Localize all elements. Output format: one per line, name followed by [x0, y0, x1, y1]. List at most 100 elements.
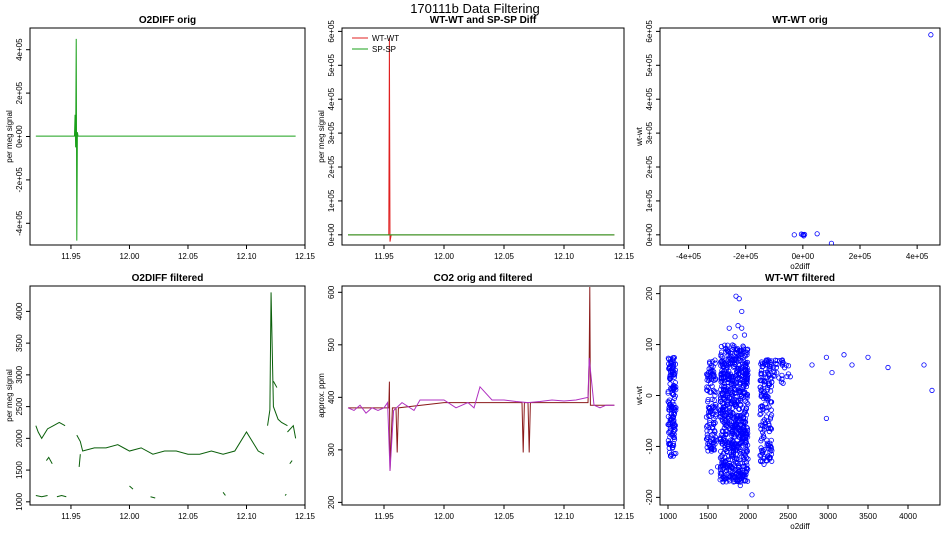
scatter-point [670, 364, 676, 370]
scatter-point [667, 442, 674, 448]
scatter-point [773, 360, 779, 367]
scatter-point [823, 415, 830, 422]
scatter-point [728, 429, 734, 435]
scatter-point [749, 492, 755, 498]
scatter-point [865, 354, 871, 360]
scatter-point [758, 368, 765, 374]
scatter-point [671, 450, 677, 457]
scatter-point [779, 376, 785, 382]
x-tick-label: 12.05 [494, 252, 515, 261]
scatter-point [739, 405, 746, 411]
scatter-point [711, 436, 717, 442]
scatter-point [736, 296, 742, 302]
scatter-point [722, 443, 728, 449]
scatter-point [734, 369, 740, 375]
scatter-point [735, 417, 741, 423]
scatter-point [711, 421, 717, 428]
scatter-point [841, 352, 847, 358]
scatter-point [737, 473, 743, 479]
series-line [78, 454, 81, 467]
scatter-point [725, 413, 732, 420]
y-tick-label: 2500 [15, 397, 24, 415]
scatter-point [720, 479, 726, 485]
scatter-point [665, 421, 672, 427]
x-axis-label: o2diff [790, 522, 810, 531]
scatter-point [719, 416, 725, 422]
scatter-point [728, 453, 735, 459]
scatter-point [770, 372, 777, 378]
y-tick-label: 6e+05 [645, 20, 654, 43]
y-axis-label: approx. ppm [317, 373, 326, 418]
series-line [347, 357, 615, 471]
scatter-point [734, 477, 740, 483]
scatter-point [757, 411, 763, 418]
scatter-point [885, 364, 891, 371]
scatter-point [710, 447, 717, 453]
scatter-point [743, 455, 750, 461]
scatter-point [763, 408, 769, 414]
scatter-point [709, 383, 715, 389]
scatter-point [727, 353, 734, 359]
plot-frame [341, 285, 625, 506]
legend-entry: WT-WT [372, 34, 399, 43]
scatter-point [929, 387, 935, 394]
scatter-point [770, 364, 777, 370]
scatter-point [739, 393, 745, 399]
scatter-point [849, 362, 855, 368]
series-line [76, 431, 265, 455]
scatter-point [673, 450, 679, 457]
scatter-point [704, 387, 711, 394]
plot-area [791, 32, 934, 245]
scatter-point [668, 453, 674, 459]
scatter-point [667, 368, 674, 374]
scatter-point [780, 361, 786, 367]
scatter-point [823, 354, 830, 360]
scatter-point [765, 394, 771, 400]
scatter-point [741, 429, 747, 435]
scatter-point [732, 441, 738, 447]
scatter-point [671, 411, 677, 418]
y-tick-label: 600 [327, 285, 336, 299]
scatter-point [734, 397, 740, 403]
scatter-point [725, 402, 731, 408]
scatter-point [709, 403, 716, 409]
scatter-point [723, 428, 729, 434]
y-tick-label: 2000 [15, 429, 24, 447]
scatter-point [729, 342, 736, 348]
y-tick-label: 3e+05 [645, 121, 654, 144]
scatter-point [721, 413, 728, 419]
scatter-point [727, 394, 733, 400]
scatter-point [782, 365, 788, 371]
scatter-point [744, 478, 751, 484]
panel-p1: O2DIFF orig 11.95 12.00 12.05 12.10 12.15 -4e+… [5, 15, 316, 261]
scatter-point [719, 372, 725, 378]
scatter-point [672, 380, 678, 386]
scatter-point [665, 390, 671, 396]
scatter-point [721, 395, 727, 401]
scatter-point [710, 439, 717, 446]
y-tick-label: 200 [645, 286, 654, 300]
scatter-point [705, 399, 711, 405]
scatter-point [758, 445, 764, 451]
scatter-point [738, 402, 744, 408]
x-tick-label: 12.10 [554, 252, 575, 261]
legend: WT-WT SP-SP [352, 34, 399, 54]
y-tick-label: 2e+05 [15, 81, 24, 104]
scatter-point [732, 356, 738, 362]
scatter-point [671, 434, 677, 440]
scatter-point [725, 349, 731, 355]
x-tick-label: 3000 [819, 512, 837, 521]
y-tick-label: 200 [327, 495, 336, 509]
x-tick-label: 12.15 [295, 512, 316, 521]
scatter-point [707, 417, 713, 424]
scatter-point [732, 334, 738, 340]
series-line [35, 421, 66, 440]
scatter-point [670, 361, 676, 367]
scatter-point [928, 32, 934, 38]
scatter-point [721, 364, 727, 370]
scatter-point [731, 360, 738, 366]
scatter-point [745, 442, 751, 448]
scatter-point [737, 380, 743, 387]
scatter-point [669, 432, 676, 439]
scatter-point [739, 325, 745, 331]
